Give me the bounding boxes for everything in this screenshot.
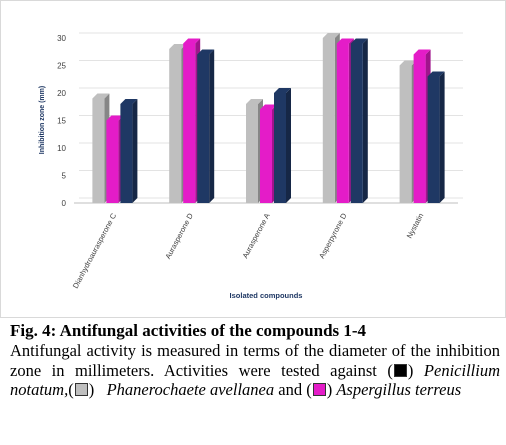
y-tick-label: 30: [57, 34, 66, 43]
paren: ): [326, 380, 333, 399]
bar: [120, 104, 133, 203]
bar-top: [197, 49, 215, 55]
bar-top: [322, 33, 340, 38]
x-tick-label: Asperpyrone D: [317, 211, 349, 260]
bar: [183, 43, 196, 203]
y-tick-label: 25: [57, 62, 66, 71]
bar: [274, 93, 286, 203]
x-tick-label: Aurasperone D: [163, 211, 195, 260]
caption-body: Antifungal activity is measured in terms…: [10, 341, 500, 400]
figure-caption: Fig. 4: Antifungal activities of the com…: [10, 320, 500, 400]
bar: [336, 43, 349, 203]
x-axis-title: Isolated compounds: [230, 291, 303, 300]
x-tick-label: Dianhydroaurasperone C: [71, 211, 119, 290]
bar-top: [274, 88, 291, 93]
bar: [246, 104, 258, 203]
bar: [427, 76, 440, 203]
bar: [260, 109, 272, 203]
bar-chart: 0 5 10 15 20 25 30 Inhibition zone (mm) Dianhydr…: [39, 32, 463, 300]
bar-top: [183, 38, 201, 44]
and-text: and: [278, 380, 303, 399]
legend-swatch-black: [393, 363, 407, 377]
bar: [413, 54, 426, 203]
bar-top: [350, 38, 368, 44]
y-tick-label: 20: [57, 89, 66, 98]
bar-side: [209, 49, 215, 203]
y-tick-label: 0: [62, 199, 67, 208]
paren: (: [68, 380, 74, 399]
y-tick-label: 5: [62, 172, 67, 181]
x-tick-label: Aurasperone A: [241, 212, 272, 260]
bar: [399, 65, 412, 203]
legend-swatch-magenta: [312, 383, 326, 396]
species-aspergillus: Aspergillus terreus: [336, 380, 462, 399]
bar-top: [120, 99, 138, 104]
bar-top: [169, 44, 187, 49]
paren: ): [88, 380, 95, 399]
bar: [197, 54, 210, 203]
bar-top: [399, 60, 417, 66]
bar: [169, 49, 182, 203]
y-axis-title: Inhibition zone (mm): [39, 86, 46, 154]
bar: [322, 38, 335, 203]
caption-title: Fig. 4: Antifungal activities of the com…: [10, 321, 367, 340]
bar-top: [427, 71, 445, 77]
bar-top: [260, 104, 277, 110]
bar-top: [246, 99, 263, 104]
bar-side: [439, 71, 445, 203]
paren: ): [407, 360, 414, 380]
bar-top: [336, 38, 354, 44]
paren: (: [387, 360, 393, 380]
species-penicillium: Penicillium notatum,: [10, 360, 500, 400]
bar: [92, 98, 105, 203]
y-tick-label: 15: [57, 117, 66, 126]
y-tick-label: 10: [57, 144, 66, 153]
caption-text: Antifungal activity is measured in terms…: [10, 341, 500, 380]
bar-side: [286, 88, 291, 203]
bar-top: [106, 115, 124, 121]
bar-top: [92, 93, 110, 99]
bar-side: [362, 38, 368, 203]
x-tick-label: Nystatin: [405, 212, 426, 240]
bar: [350, 43, 363, 203]
legend-swatch-gray: [74, 383, 88, 396]
species-phanerochaete: Phanerochaete avellanea: [106, 380, 275, 399]
bar-top: [413, 49, 431, 55]
bar: [106, 120, 119, 203]
bar-side: [132, 99, 138, 203]
paren: (: [306, 380, 312, 399]
